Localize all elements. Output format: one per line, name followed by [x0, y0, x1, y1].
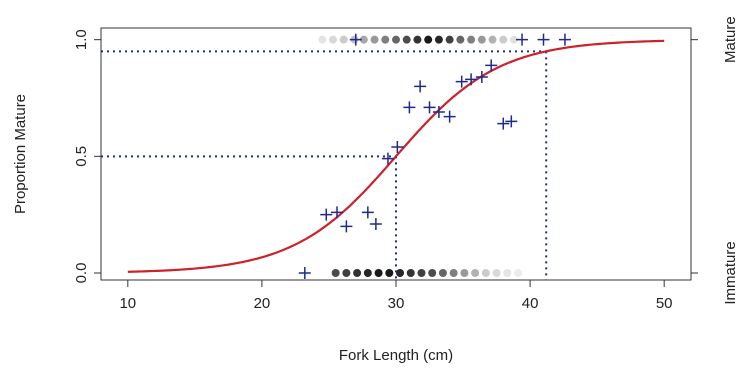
proportion-point: [381, 152, 394, 165]
immature-dot: [503, 269, 512, 277]
proportion-point: [391, 141, 404, 153]
proportion-point: [537, 33, 550, 46]
immature-dot: [471, 269, 480, 277]
y-tick-label: 0.5: [73, 146, 90, 167]
x-tick-label: 40: [522, 295, 539, 312]
proportion-point: [558, 33, 571, 46]
y-axis: 0.0 0.5 1.0: [73, 29, 101, 283]
x-axis: 10 20 30 40 50: [119, 280, 673, 312]
proportion-point: [485, 59, 498, 72]
immature-dot: [492, 269, 501, 277]
proportion-points: [298, 33, 571, 279]
mature-dot: [499, 35, 508, 44]
proportion-point: [443, 110, 456, 123]
proportion-point: [516, 33, 529, 46]
immature-dot: [406, 269, 415, 277]
immature-dot: [481, 269, 490, 277]
x-tick-label: 10: [119, 295, 136, 312]
proportion-point: [465, 73, 478, 86]
proportion-point: [320, 208, 333, 221]
mature-dot: [434, 35, 443, 44]
proportion-point: [298, 267, 311, 279]
immature-dot: [449, 269, 458, 277]
reference-lines: [101, 50, 548, 280]
mature-dot: [510, 35, 518, 44]
proportion-point: [361, 206, 374, 219]
y-axis-title: Proportion Mature: [12, 94, 29, 214]
immature-dot: [396, 269, 405, 277]
y-tick-label: 1.0: [73, 29, 90, 50]
mature-dot: [381, 35, 390, 44]
immature-dot: [385, 269, 394, 277]
mature-dot: [467, 35, 476, 44]
mature-dot: [392, 35, 400, 44]
mature-dot: [413, 35, 422, 44]
immature-dot: [342, 269, 351, 277]
proportion-point: [349, 33, 362, 46]
proportion-point: [414, 80, 427, 93]
proportion-point: [475, 71, 488, 83]
immature-dot: [374, 269, 383, 277]
mature-dot: [445, 35, 454, 44]
x-tick-label: 50: [656, 295, 673, 312]
right-axis-label: Immature: [722, 241, 739, 304]
immature-dot: [363, 269, 372, 277]
observation-dots: [318, 35, 523, 277]
logistic-curve: [127, 39, 665, 273]
proportion-point: [432, 106, 445, 118]
mature-dot: [370, 35, 379, 44]
proportion-point: [455, 75, 468, 88]
proportion-point: [497, 117, 510, 130]
immature-dot: [353, 269, 362, 277]
immature-dot: [514, 269, 523, 277]
mature-dot: [424, 35, 433, 44]
right-axis-label: Mature: [722, 16, 739, 63]
immature-dot: [331, 269, 340, 277]
immature-dot: [428, 269, 437, 277]
immature-dot: [438, 269, 447, 277]
proportion-point: [331, 206, 343, 219]
right-axis: Immature Mature: [691, 16, 739, 305]
proportion-point: [369, 218, 382, 230]
mature-dot: [402, 35, 411, 44]
mature-dot: [318, 35, 327, 44]
immature-dot: [417, 269, 426, 277]
proportion-point: [505, 115, 518, 128]
proportion-point: [423, 101, 436, 114]
immature-dot: [460, 269, 469, 277]
x-tick-label: 20: [254, 295, 271, 312]
mature-dot: [456, 35, 465, 44]
mature-dot: [359, 35, 368, 44]
mature-dot: [339, 35, 348, 44]
mature-dot: [328, 35, 337, 44]
proportion-point: [340, 220, 353, 233]
y-tick-label: 0.0: [73, 263, 90, 284]
mature-dot: [477, 35, 486, 44]
x-axis-title: Fork Length (cm): [339, 347, 453, 364]
mature-dot: [488, 35, 497, 44]
x-tick-label: 30: [388, 295, 405, 312]
proportion-point: [403, 101, 416, 114]
